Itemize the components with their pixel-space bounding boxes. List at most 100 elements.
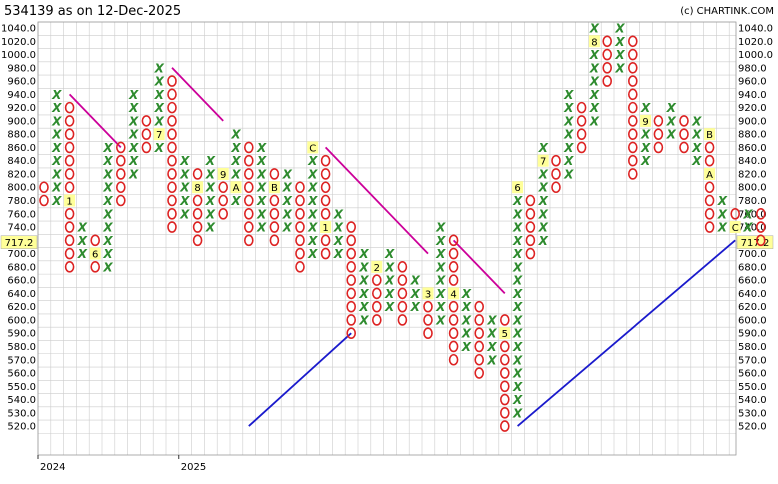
o-box (141, 115, 152, 127)
o-box (448, 234, 459, 247)
x-box: X (256, 181, 267, 195)
o-box (474, 314, 485, 326)
x-box: X (128, 141, 139, 155)
month-marker: C (309, 143, 316, 154)
x-box: X (435, 247, 446, 261)
x-box: X (512, 340, 523, 354)
o-box (116, 141, 126, 154)
y-tick-label-left: 550.0 (7, 382, 36, 393)
x-box: X (435, 234, 446, 248)
o-box (397, 274, 408, 286)
x-box: X (614, 48, 625, 62)
x-box: X (512, 287, 523, 301)
x-box: X (691, 141, 702, 155)
o-box (64, 261, 75, 273)
x-box: X (179, 167, 190, 181)
x-box: X (435, 260, 446, 274)
x-box: X (230, 154, 241, 168)
o-box (167, 115, 177, 127)
x-box: X (512, 207, 523, 221)
x-box: X (742, 207, 753, 221)
y-tick-label-right: 780.0 (738, 196, 767, 207)
x-box: X (461, 287, 472, 301)
o-box (116, 168, 126, 180)
x-box: X (102, 194, 113, 208)
o-box (499, 340, 510, 353)
y-tick-label-left: 920.0 (7, 103, 36, 114)
y-tick-label-left: 840.0 (7, 156, 36, 167)
month-marker: 7 (156, 130, 162, 141)
o-box (371, 314, 382, 326)
o-box (167, 88, 177, 101)
x-box: X (589, 48, 600, 62)
o-box (423, 300, 433, 313)
x-box: X (128, 114, 139, 128)
x-box: X (333, 247, 344, 261)
x-box: X (512, 367, 523, 381)
o-box (39, 194, 49, 207)
x-box: X (384, 300, 395, 314)
o-box (269, 221, 280, 233)
o-box (346, 300, 357, 313)
pnf-column-10 (167, 75, 177, 233)
pnf-column-46 (627, 35, 638, 180)
o-box (397, 261, 408, 273)
o-box (320, 154, 331, 167)
x-box: X (410, 300, 421, 314)
x-box: X (538, 221, 549, 235)
x-box: X (717, 194, 728, 208)
o-box (679, 128, 689, 140)
y-tick-label-left: 1000.0 (1, 50, 36, 61)
y-tick-label-right: 880.0 (738, 130, 767, 141)
x-box: X (384, 287, 395, 301)
pnf-column-24 (346, 221, 357, 340)
o-box (269, 168, 280, 180)
x-box: X (307, 247, 318, 261)
x-box: X (51, 181, 62, 195)
x-box: X (205, 207, 216, 221)
pnf-column-3: XXX (77, 221, 88, 262)
o-box (167, 101, 177, 114)
x-box: X (563, 167, 574, 181)
month-marker-bg (704, 128, 716, 141)
x-box: X (512, 247, 523, 261)
y-tick-label-right: 620.0 (738, 302, 767, 313)
x-box: X (154, 88, 165, 102)
o-box (346, 247, 357, 260)
x-box: X (179, 181, 190, 195)
o-box (704, 181, 715, 194)
y-tick-label-right: 680.0 (738, 262, 767, 273)
trendline-up (248, 332, 352, 427)
x-box: X (435, 274, 446, 288)
month-marker-bg (729, 221, 741, 234)
o-box (64, 247, 75, 260)
x-box: X (102, 221, 113, 235)
x-box: X (307, 207, 318, 221)
x-box: X (538, 194, 549, 208)
last-price-box-bg (0, 235, 38, 249)
x-box: X (486, 340, 497, 354)
x-box: X (512, 406, 523, 420)
o-box (499, 380, 510, 393)
x-box: X (102, 167, 113, 181)
x-box: X (538, 234, 549, 248)
y-tick-label-right: 960.0 (738, 77, 767, 88)
o-box (448, 261, 459, 273)
o-box (423, 314, 433, 326)
o-box (704, 207, 715, 220)
trendline-down (452, 239, 506, 295)
trendline-down (171, 67, 224, 122)
y-tick-label-right: 1000.0 (738, 50, 773, 61)
chart-credit: (c) CHARTINK.COM (680, 6, 774, 17)
x-box: X (282, 221, 293, 235)
pnf-column-4: 6 (89, 234, 101, 273)
o-box (244, 154, 254, 167)
o-box (346, 327, 357, 340)
o-box (167, 75, 177, 87)
o-box (295, 207, 305, 220)
x-box: X (589, 114, 600, 128)
